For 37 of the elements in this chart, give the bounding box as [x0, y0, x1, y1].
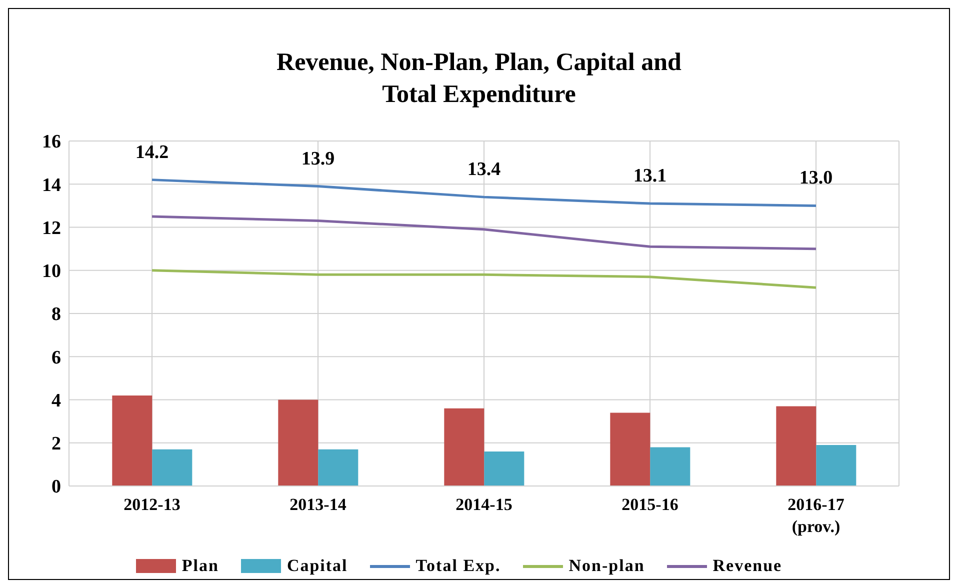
bar [650, 447, 690, 486]
bar [484, 452, 524, 486]
data-label: 14.2 [135, 142, 169, 163]
bar [112, 395, 152, 486]
data-label: 13.9 [301, 148, 335, 170]
data-label: 13.1 [633, 166, 667, 187]
line-series [150, 269, 818, 289]
legend-label: Total Exp. [416, 556, 501, 576]
y-tick-label: 8 [52, 304, 61, 326]
y-tick-label: 12 [42, 218, 61, 239]
y-tick-label: 4 [52, 390, 62, 412]
data-label: 13.4 [467, 159, 502, 180]
bar [318, 449, 358, 486]
y-tick-label: 0 [52, 476, 61, 498]
legend-label: Plan [182, 556, 219, 576]
y-tick-label: 6 [52, 347, 61, 368]
y-tick-label: 14 [42, 174, 62, 196]
y-tick-label: 2 [52, 434, 61, 455]
y-tick-label: 10 [42, 261, 61, 282]
x-tick-label: 2016-17 (prov.) [788, 495, 845, 536]
chart-title: Revenue, Non-Plan, Plan, Capital and Total Expenditure [276, 48, 682, 110]
x-tick-label: 2012-13 [124, 495, 180, 514]
line-series [150, 215, 818, 250]
bar [816, 445, 856, 486]
legend-label: Revenue [712, 556, 782, 576]
bar [278, 400, 318, 486]
x-tick-label: 2015-16 [622, 495, 678, 514]
legend-label: Non-plan [568, 556, 645, 576]
legend-label: Capital [286, 556, 348, 576]
x-tick-label: 2013-14 [290, 495, 347, 514]
bar [776, 406, 816, 486]
bar [444, 408, 484, 486]
bar [152, 449, 192, 486]
y-tick-label: 16 [42, 132, 61, 153]
bar [610, 412, 650, 486]
data-label: 13.0 [799, 168, 833, 189]
x-tick-label: 2014-15 [456, 495, 512, 514]
